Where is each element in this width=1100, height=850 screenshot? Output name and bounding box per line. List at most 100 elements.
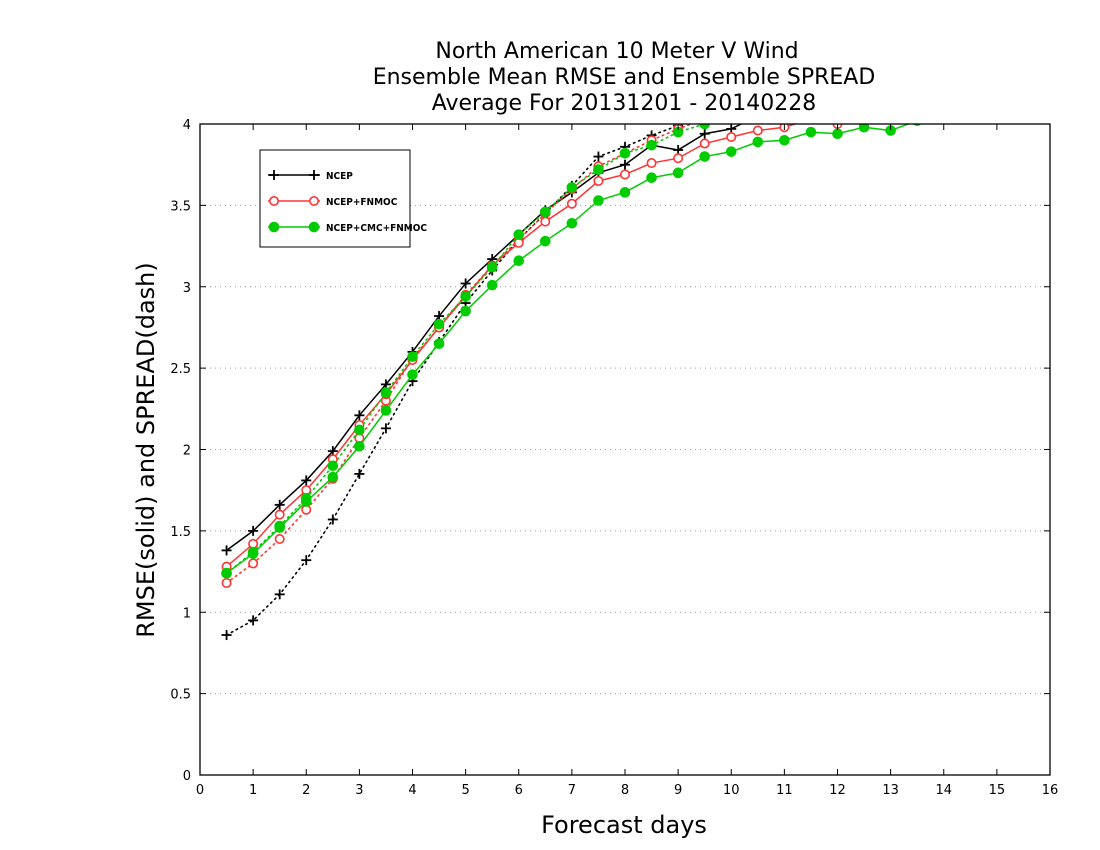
series-ncep-spread-point-4: [327, 514, 338, 525]
series-ncep-fnmoc-rmse-point-2: [274, 509, 285, 520]
series-ncep-fnmoc-rmse-point-15: [619, 169, 630, 180]
y-tick-label-2.5: 2.5: [170, 362, 191, 377]
series-ncep-cmc-fnmoc-spread-point-12: [540, 206, 551, 218]
series-ncep-cmc-fnmoc-spread-point-16: [646, 139, 657, 151]
series-ncep-cmc-fnmoc-rmse-point-1: [247, 548, 259, 559]
series-ncep-cmc-fnmoc-rmse-point-18: [699, 151, 710, 162]
series-ncep-fnmoc-rmse-point-29: [993, 94, 1001, 102]
x-tick-label-6: 6: [515, 783, 523, 798]
legend-marker-left-ncep: [269, 170, 279, 180]
series-ncep-cmc-fnmoc-rmse-point-3: [300, 496, 312, 507]
series-ncep-spread-point-6: [380, 423, 391, 434]
x-tick-label-15: 15: [989, 783, 1006, 798]
series-ncep-cmc-fnmoc-spread-point-14: [593, 164, 604, 175]
series-ncep-cmc-fnmoc-rmse-point-27: [939, 113, 949, 123]
series-ncep-cmc-fnmoc-rmse-line: [226, 124, 911, 574]
series-ncep-rmse-point-0: [221, 545, 232, 556]
series-ncep-fnmoc-spread-point-2: [274, 534, 285, 545]
series-ncep-spread-point-27: [939, 64, 949, 74]
series-ncep-cmc-fnmoc-rmse-point-15: [619, 187, 631, 198]
legend-box: [259, 149, 411, 248]
legend: NCEP NCEP+FNMOC NCEP+CMC+FNMOC: [259, 149, 427, 248]
title-line-1: North American 10 Meter V Wind: [435, 39, 798, 64]
series-layer: [221, 53, 1055, 641]
legend-label-ncep-cmc-fnmoc: NCEP+CMC+FNMOC: [326, 223, 427, 234]
series-ncep-fnmoc-rmse-point-19: [726, 132, 737, 143]
series-ncep-spread-point-14: [593, 151, 604, 162]
series-ncep-cmc-fnmoc-rmse-point-28: [966, 109, 976, 119]
series-ncep-cmc-fnmoc-rmse-point-13: [566, 217, 578, 229]
x-tick-label-13: 13: [882, 783, 899, 798]
series-ncep-cmc-fnmoc-spread-point-9: [460, 291, 471, 302]
series-ncep-cmc-fnmoc-rmse-point-5: [354, 440, 365, 452]
series-ncep-cmc-fnmoc-rmse-point-31: [1045, 100, 1055, 110]
series-ncep-cmc-fnmoc-spread-point-4: [327, 460, 339, 472]
series-ncep-fnmoc-rmse-point-18: [699, 138, 710, 149]
series-ncep-rmse-line: [226, 124, 743, 552]
series-ncep-fnmoc-rmse-point-17: [673, 153, 684, 164]
series-ncep-spread-point-25: [886, 70, 896, 80]
y-tick-label-1.5: 1.5: [170, 525, 191, 540]
legend-marker-right-ncep: [309, 170, 319, 180]
series-ncep-rmse-point-18: [699, 128, 710, 139]
x-tick-label-11: 11: [776, 783, 793, 798]
series-ncep-fnmoc-spread-point-29: [993, 60, 1001, 68]
series-ncep-fnmoc-rmse-point-22: [809, 124, 813, 125]
series-ncep-rmse-point-9: [460, 278, 471, 289]
series-ncep-cmc-fnmoc-spread-point-7: [407, 351, 418, 363]
series-ncep-cmc-fnmoc-rmse-point-9: [460, 305, 471, 317]
series-ncep-cmc-fnmoc-rmse-point-29: [992, 106, 1002, 116]
series-ncep-cmc-fnmoc-spread-point-15: [619, 147, 631, 159]
series-ncep-fnmoc-rmse-point-16: [646, 158, 657, 169]
series-ncep-fnmoc-spread-point-1: [248, 558, 259, 569]
x-tick-label-9: 9: [674, 783, 682, 798]
series-ncep-cmc-fnmoc-spread-point-10: [486, 261, 498, 273]
series-ncep-cmc-fnmoc-rmse-point-2: [274, 522, 285, 533]
y-tick-label-1: 1: [183, 606, 191, 621]
series-ncep-cmc-fnmoc-spread-point-11: [513, 229, 525, 240]
series-ncep-cmc-fnmoc-spread-line: [225, 124, 709, 574]
series-ncep-fnmoc-rmse-point-26: [913, 104, 921, 112]
series-ncep-spread-point-29: [992, 57, 1002, 67]
x-tick-label-1: 1: [249, 783, 257, 798]
series-ncep-cmc-fnmoc-rmse-point-23: [832, 128, 843, 140]
series-ncep-rmse-point-25: [886, 86, 896, 96]
series-ncep-fnmoc-rmse-line: [226, 124, 840, 568]
series-ncep-rmse-point-29: [992, 73, 1002, 83]
series-ncep-fnmoc-rmse-point-25: [886, 107, 894, 115]
series-ncep-cmc-fnmoc-spread-point-31: [1045, 57, 1055, 67]
series-ncep-rmse-point-27: [939, 80, 949, 90]
series-ncep-cmc-fnmoc-spread-point-18: [699, 124, 710, 130]
series-ncep-cmc-fnmoc-spread-point-26: [912, 74, 922, 84]
series-ncep-fnmoc-rmse-point-28: [966, 97, 974, 105]
series-ncep-fnmoc-rmse-point-14: [593, 175, 604, 186]
x-tick-label-0: 0: [196, 783, 204, 798]
series-ncep-cmc-fnmoc-spread-point-27: [939, 70, 949, 80]
series-ncep-cmc-fnmoc-rmse-point-21: [779, 134, 790, 146]
legend-marker-left-ncep-fnmoc: [268, 196, 279, 207]
series-ncep-cmc-fnmoc-rmse-point-17: [672, 167, 684, 179]
series-ncep-fnmoc-spread-point-25: [886, 74, 894, 82]
x-tick-label-2: 2: [302, 783, 310, 798]
series-ncep-fnmoc-rmse-point-20: [752, 125, 763, 136]
series-ncep-fnmoc-spread-point-26: [913, 69, 921, 77]
series-ncep-cmc-fnmoc-rmse-point-6: [380, 405, 392, 416]
series-ncep-cmc-fnmoc-spread-point-30: [1019, 61, 1029, 71]
legend-marker-left-ncep-cmc-fnmoc: [268, 221, 280, 233]
series-ncep-cmc-fnmoc-rmse-point-24: [858, 124, 870, 133]
series-ncep-rmse-point-1: [248, 525, 259, 536]
series-ncep-cmc-fnmoc-rmse-point-4: [327, 471, 339, 483]
series-ncep-fnmoc-rmse-point-31: [1046, 87, 1054, 95]
y-tick-label-3.5: 3.5: [170, 199, 191, 214]
series-ncep-cmc-fnmoc-spread-point-8: [433, 318, 445, 330]
y-tick-label-0: 0: [183, 769, 191, 784]
series-ncep-cmc-fnmoc-rmse-point-22: [805, 126, 817, 138]
series-ncep-rmse-point-2: [274, 499, 285, 510]
series-ncep-rmse-point-31: [1045, 67, 1055, 77]
series-ncep-rmse-point-24: [859, 90, 869, 100]
series-ncep-fnmoc-spread-point-31: [1046, 53, 1054, 61]
series-ncep-spread-point-1: [248, 615, 259, 626]
series-ncep-cmc-fnmoc-rmse-point-11: [513, 255, 525, 267]
series-ncep-cmc-fnmoc-spread-point-13: [566, 182, 578, 193]
